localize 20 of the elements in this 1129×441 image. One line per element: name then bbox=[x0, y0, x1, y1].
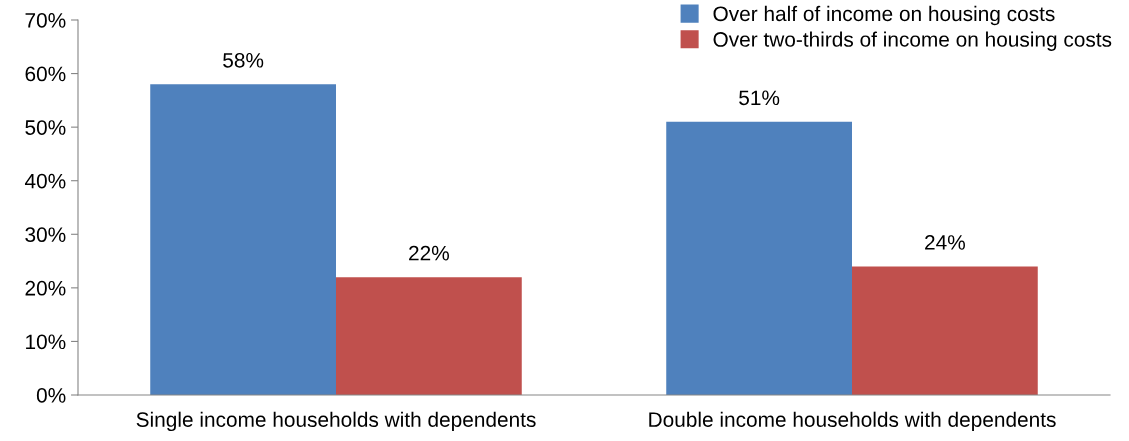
text: 58% bbox=[223, 52, 264, 68]
bar bbox=[336, 277, 522, 395]
x-tick-label: Double income households with dependents bbox=[649, 411, 1056, 432]
y-tick-label: 10% bbox=[26, 334, 66, 350]
y-tick-label: 70% bbox=[25, 13, 66, 28]
x-tick-label: Single income households with dependents bbox=[136, 411, 536, 432]
bar bbox=[666, 121, 852, 395]
text: 22% bbox=[409, 245, 449, 261]
text: 24% bbox=[925, 235, 965, 250]
y-tick-label: 20% bbox=[25, 280, 66, 296]
bar bbox=[150, 84, 336, 395]
y-tick-label: 40% bbox=[24, 173, 66, 189]
bar bbox=[852, 266, 1038, 395]
text: 51% bbox=[739, 90, 780, 106]
y-tick-label: 30% bbox=[25, 227, 66, 243]
y-tick-label: 60% bbox=[25, 66, 66, 82]
legend-label: Over half of income on housing costs bbox=[713, 5, 1055, 26]
legend-label: Over two-thirds of income on housing costs bbox=[713, 31, 1112, 51]
y-tick-label: 0% bbox=[36, 388, 66, 403]
y-tick-label: 50% bbox=[25, 120, 66, 135]
